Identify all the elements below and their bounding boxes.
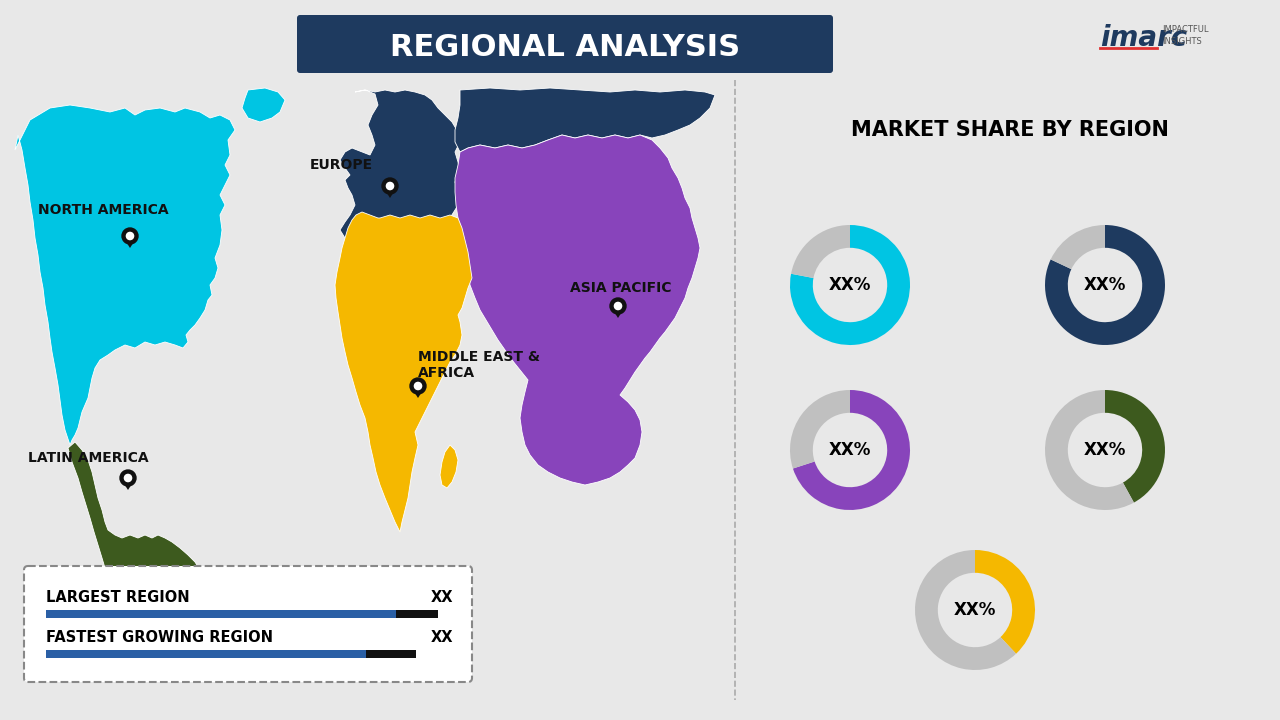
Text: MARKET SHARE BY REGION: MARKET SHARE BY REGION [851, 120, 1169, 140]
Circle shape [415, 382, 421, 390]
Bar [396, 610, 438, 618]
Polygon shape [411, 387, 425, 398]
Text: NORTH AMERICA: NORTH AMERICA [38, 203, 169, 217]
Text: XX: XX [430, 590, 453, 606]
Polygon shape [68, 442, 210, 640]
Bar [366, 650, 416, 658]
Circle shape [122, 228, 138, 244]
Text: XX%: XX% [1084, 441, 1126, 459]
Polygon shape [15, 105, 236, 445]
Circle shape [127, 233, 133, 240]
Wedge shape [791, 225, 850, 278]
Polygon shape [123, 237, 137, 248]
Circle shape [120, 470, 136, 486]
Text: XX: XX [430, 631, 453, 646]
Polygon shape [340, 90, 460, 260]
Polygon shape [611, 307, 625, 318]
FancyBboxPatch shape [24, 566, 472, 682]
Text: ASIA PACIFIC: ASIA PACIFIC [570, 281, 672, 295]
Wedge shape [975, 550, 1036, 654]
Wedge shape [1051, 225, 1105, 269]
FancyBboxPatch shape [297, 15, 833, 73]
Text: LATIN AMERICA: LATIN AMERICA [28, 451, 148, 465]
Circle shape [410, 378, 426, 394]
Circle shape [381, 178, 398, 194]
Wedge shape [790, 390, 850, 469]
Wedge shape [790, 225, 910, 345]
Text: XX%: XX% [954, 601, 996, 619]
Text: REGIONAL ANALYSIS: REGIONAL ANALYSIS [390, 32, 740, 61]
Text: imarc: imarc [1100, 24, 1188, 52]
Polygon shape [335, 212, 472, 532]
Text: MIDDLE EAST &
AFRICA: MIDDLE EAST & AFRICA [419, 350, 540, 380]
Polygon shape [122, 479, 134, 490]
Wedge shape [1044, 390, 1134, 510]
Text: IMPACTFUL: IMPACTFUL [1162, 25, 1208, 35]
Text: EUROPE: EUROPE [310, 158, 374, 172]
Polygon shape [242, 88, 285, 122]
Polygon shape [383, 187, 397, 198]
Text: XX%: XX% [1084, 276, 1126, 294]
Circle shape [124, 474, 132, 482]
Polygon shape [454, 88, 716, 152]
Text: XX%: XX% [829, 441, 872, 459]
Bar [46, 610, 396, 618]
Polygon shape [440, 445, 458, 488]
Wedge shape [1105, 390, 1165, 503]
Text: LARGEST REGION: LARGEST REGION [46, 590, 189, 606]
Polygon shape [454, 135, 700, 485]
Wedge shape [1044, 225, 1165, 345]
Text: FASTEST GROWING REGION: FASTEST GROWING REGION [46, 631, 273, 646]
Circle shape [614, 302, 622, 310]
Circle shape [387, 182, 394, 189]
Circle shape [611, 298, 626, 314]
Text: INSIGHTS: INSIGHTS [1162, 37, 1202, 47]
Text: XX%: XX% [829, 276, 872, 294]
Bar [46, 650, 366, 658]
Wedge shape [792, 390, 910, 510]
Wedge shape [915, 550, 1016, 670]
